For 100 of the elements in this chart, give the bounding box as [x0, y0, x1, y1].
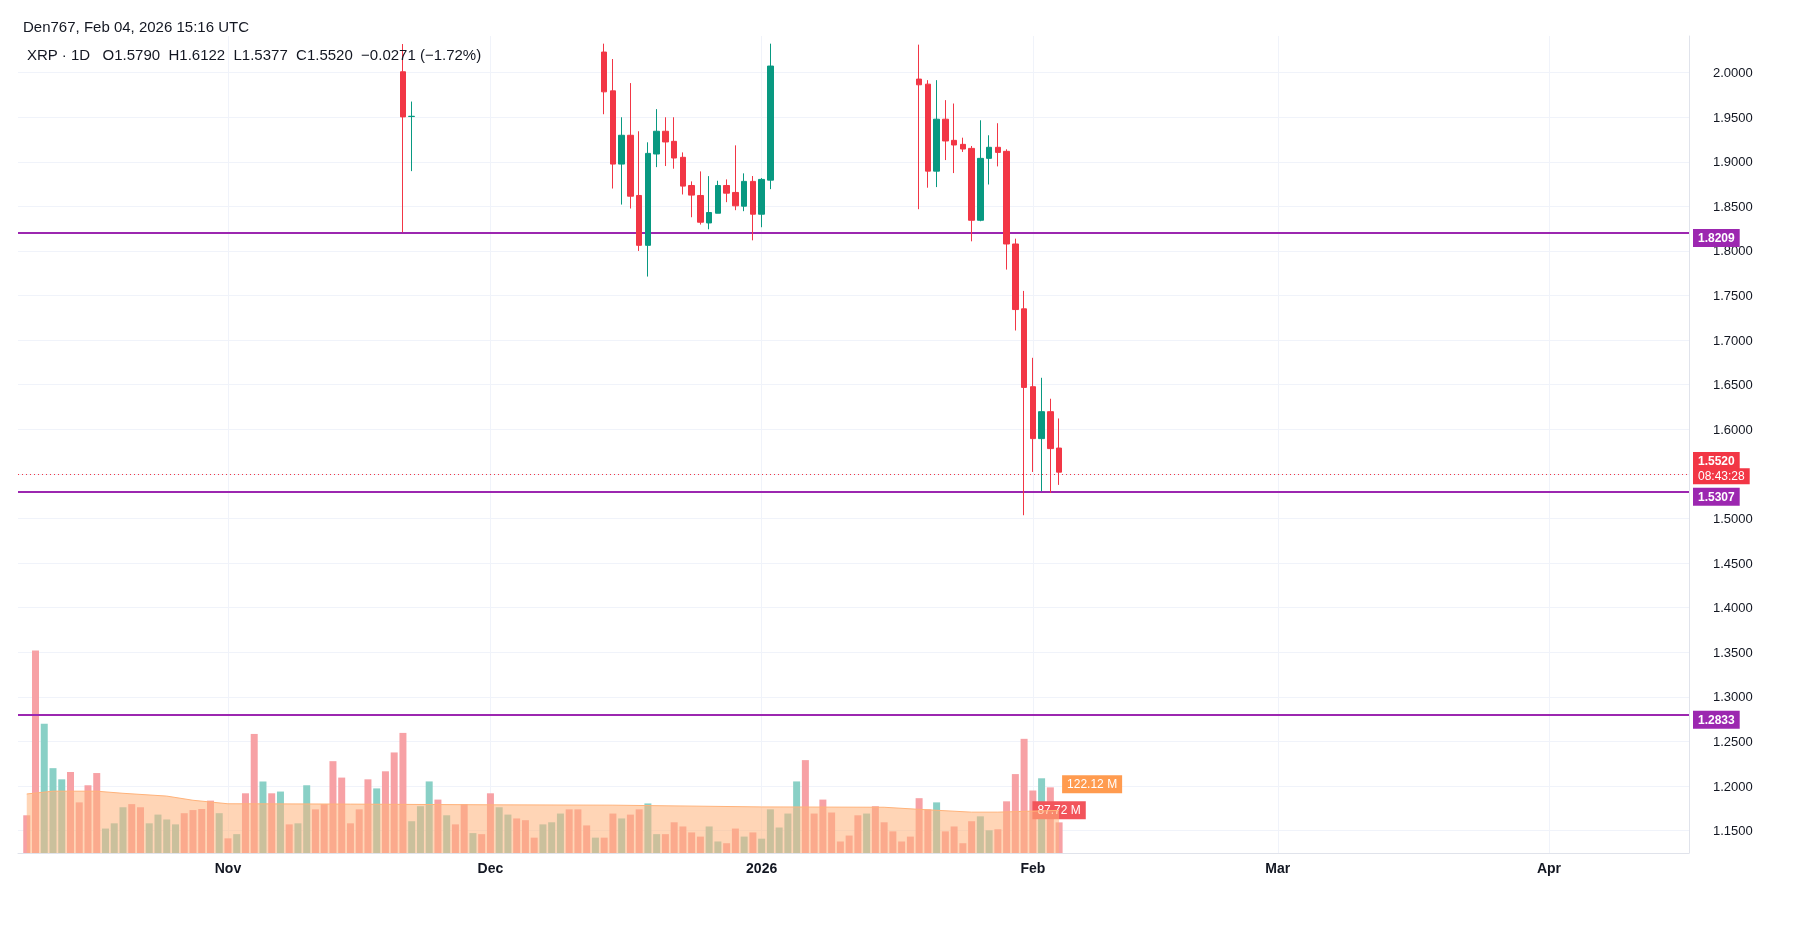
bar: [198, 809, 206, 853]
candlestick: [636, 130, 642, 252]
bar: [696, 836, 704, 853]
bar: [206, 800, 214, 853]
x-tick-label: 2026: [746, 860, 778, 876]
bar: [215, 813, 223, 853]
bar: [171, 824, 179, 853]
bar: [338, 777, 346, 853]
data-label: 87.72 M: [1037, 803, 1081, 818]
bar: [731, 828, 739, 853]
bar: [224, 838, 232, 853]
ref-line-label: 1.2833: [1698, 712, 1736, 727]
candlestick: [653, 108, 660, 168]
candlestick: [758, 177, 765, 228]
bar: [259, 781, 267, 853]
candlestick: [767, 43, 774, 190]
bar: [994, 829, 1002, 853]
bar: [250, 733, 258, 853]
y-tick-label: 1.8500: [1713, 198, 1753, 214]
candlestick: [750, 175, 756, 241]
bar: [346, 823, 354, 853]
candlestick: [933, 79, 940, 188]
y-tick-label: 1.4500: [1713, 555, 1753, 571]
candlestick: [968, 145, 975, 242]
bar: [898, 841, 906, 853]
bar: [381, 771, 389, 853]
candlestick: [715, 180, 721, 214]
bar: [23, 815, 31, 853]
bar: [66, 772, 74, 853]
bar: [661, 834, 669, 853]
candlestick: [688, 180, 695, 218]
x-tick-label: Apr: [1536, 860, 1562, 876]
bar: [233, 834, 241, 853]
bar: [723, 843, 731, 853]
bar: [583, 825, 591, 853]
bar: [1011, 774, 1019, 853]
candlestick: [960, 137, 966, 153]
candlestick: [942, 99, 949, 161]
bar: [906, 836, 914, 853]
y-tick-label: 2.0000: [1713, 65, 1753, 81]
bar: [469, 833, 477, 853]
bar: [766, 809, 774, 853]
bar: [758, 838, 766, 853]
candlestick: [671, 116, 677, 170]
bar: [276, 791, 284, 853]
bar: [626, 814, 634, 853]
bar: [101, 828, 109, 853]
bar: [556, 813, 564, 853]
bar: [644, 803, 652, 853]
candlestick: [1003, 148, 1010, 271]
ref-line-label: 1.5520: [1698, 453, 1736, 468]
y-tick-label: 1.2000: [1713, 778, 1753, 794]
candlestick: [951, 103, 957, 174]
bar: [539, 824, 547, 853]
bar: [478, 834, 486, 853]
ref-line-label: 1.5307: [1698, 489, 1736, 504]
bar: [460, 804, 468, 853]
y-tick-label: 1.3500: [1713, 644, 1753, 660]
bar: [941, 831, 949, 853]
bar: [968, 821, 976, 853]
y-tick-label: 1.9000: [1713, 154, 1753, 170]
candlestick: [1038, 377, 1045, 492]
candlestick: [601, 43, 607, 115]
bar: [268, 793, 276, 853]
bar: [836, 841, 844, 853]
bar: [513, 818, 521, 853]
bar: [443, 815, 451, 853]
bar: [801, 760, 809, 853]
bar: [653, 834, 661, 853]
candlestick: [408, 101, 415, 172]
candlestick: [995, 122, 1001, 167]
bar: [303, 785, 311, 853]
bar: [1003, 801, 1011, 853]
bar: [416, 806, 424, 853]
y-tick-label: 1.7000: [1713, 332, 1753, 348]
bar: [434, 799, 442, 853]
bar: [521, 820, 529, 853]
bar: [749, 832, 757, 853]
y-tick-label: 1.3000: [1713, 689, 1753, 705]
x-tick-label: Nov: [214, 860, 242, 876]
bar: [93, 773, 101, 853]
candlestick: [680, 151, 686, 195]
candlestick: [697, 170, 704, 226]
chart-subtitle: Den767, Feb 04, 2026 15:16 UTC: [23, 18, 250, 35]
bar: [425, 781, 433, 853]
bar: [635, 809, 643, 853]
y-tick-label: 1.4000: [1713, 600, 1753, 616]
bar: [163, 819, 171, 853]
text: 08:43:28: [1698, 469, 1746, 484]
bar: [486, 793, 494, 853]
bar: [128, 804, 136, 853]
candlestick: [916, 44, 922, 210]
y-tick-label: 1.7500: [1713, 288, 1753, 304]
bar: [311, 809, 319, 853]
candlestick: [925, 79, 931, 189]
candlestick: [1047, 398, 1054, 494]
candlestick: [610, 58, 616, 190]
x-tick-label: Dec: [477, 860, 504, 876]
y-tick-label: 1.2500: [1713, 734, 1753, 750]
data-label: 122.12 M: [1067, 777, 1118, 792]
